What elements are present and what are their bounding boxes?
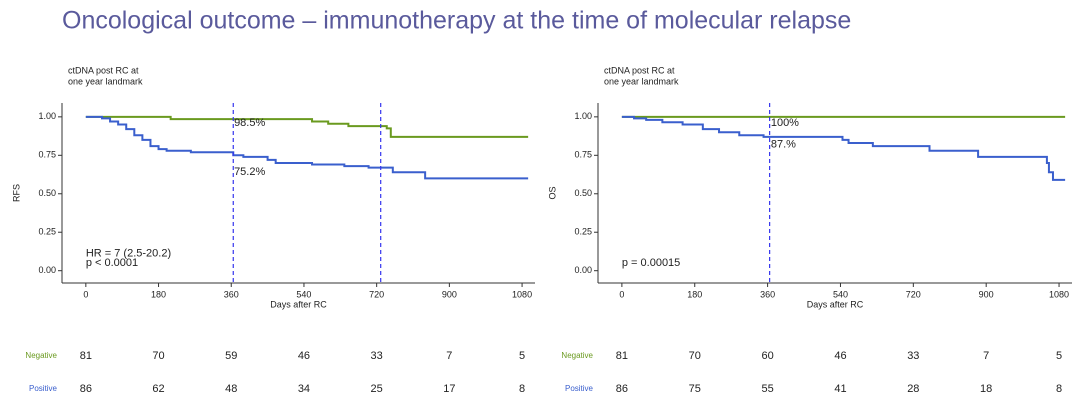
annotation: 100% [771,117,799,129]
at-risk-count: 7 [446,350,452,362]
x-tick-label: 180 [151,289,166,299]
x-tick-label: 720 [906,289,921,299]
at-risk-count: 5 [1056,350,1062,362]
y-tick-label: 0.00 [38,265,56,275]
x-tick-label: 360 [224,289,239,299]
at-risk-count: 7 [983,350,989,362]
x-tick-label: 540 [296,289,311,299]
at-risk-count: 41 [834,383,846,395]
at-risk-count: 28 [907,383,919,395]
at-risk-count: 59 [225,350,237,362]
x-tick-label: 0 [619,289,624,299]
x-tick-label: 0 [83,289,88,299]
x-axis-label: Days after RC [270,299,327,309]
at-risk-count: 5 [519,350,525,362]
at-risk-count: 33 [371,350,383,362]
x-axis-label: Days after RC [807,299,864,309]
y-tick-label: 1.00 [38,111,56,121]
x-tick-label: 540 [833,289,848,299]
legend-title: one year landmark [68,76,143,86]
at-risk-count: 55 [761,383,773,395]
legend-title: ctDNA post RC at [68,65,139,75]
at-risk-count: 81 [616,350,628,362]
annotation: p = 0.00015 [622,257,680,269]
x-tick-label: 360 [760,289,775,299]
at-risk-count: 33 [907,350,919,362]
annotation: 75.2% [234,166,265,178]
y-tick-label: 0.75 [38,150,56,160]
x-tick-label: 900 [979,289,994,299]
y-tick-label: 0.25 [574,227,592,237]
at-risk-count: 18 [980,383,992,395]
annotation: 98.5% [234,117,265,129]
risk-table-label: Negative [25,351,57,360]
at-risk-count: 86 [80,383,92,395]
risk-table-label: Positive [29,384,58,393]
annotation: p < 0.0001 [86,257,138,269]
at-risk-count: 60 [761,350,773,362]
y-tick-label: 0.50 [38,188,56,198]
x-tick-label: 1080 [512,289,532,299]
at-risk-count: 70 [689,350,701,362]
annotation: HR = 7 (2.5-20.2) [86,248,171,260]
risk-table-label: Positive [565,384,594,393]
at-risk-count: 8 [1056,383,1062,395]
y-tick-label: 0.75 [574,150,592,160]
at-risk-count: 62 [152,383,164,395]
at-risk-count: 8 [519,383,525,395]
x-tick-label: 900 [442,289,457,299]
legend-title: ctDNA post RC at [604,65,675,75]
at-risk-count: 46 [298,350,310,362]
x-tick-label: 180 [687,289,702,299]
y-axis-label: RFS [11,184,21,202]
survival-curve [621,115,1066,181]
x-tick-label: 720 [369,289,384,299]
slide-title: Oncological outcome – immunotherapy at t… [62,7,851,35]
y-axis-label: OS [547,186,557,199]
x-tick-label: 1080 [1049,289,1069,299]
at-risk-count: 81 [80,350,92,362]
at-risk-count: 70 [152,350,164,362]
at-risk-count: 48 [225,383,237,395]
y-tick-label: 1.00 [574,111,592,121]
at-risk-count: 75 [689,383,701,395]
risk-table-label: Negative [561,351,593,360]
at-risk-count: 46 [834,350,846,362]
annotation: 87.% [771,138,796,150]
at-risk-count: 17 [443,383,455,395]
at-risk-count: 86 [616,383,628,395]
at-risk-count: 34 [298,383,310,395]
survival-curve [85,115,529,180]
y-tick-label: 0.25 [38,227,56,237]
y-tick-label: 0.00 [574,265,592,275]
survival-curve [85,115,529,138]
at-risk-count: 25 [371,383,383,395]
legend-title: one year landmark [604,76,679,86]
y-tick-label: 0.50 [574,188,592,198]
